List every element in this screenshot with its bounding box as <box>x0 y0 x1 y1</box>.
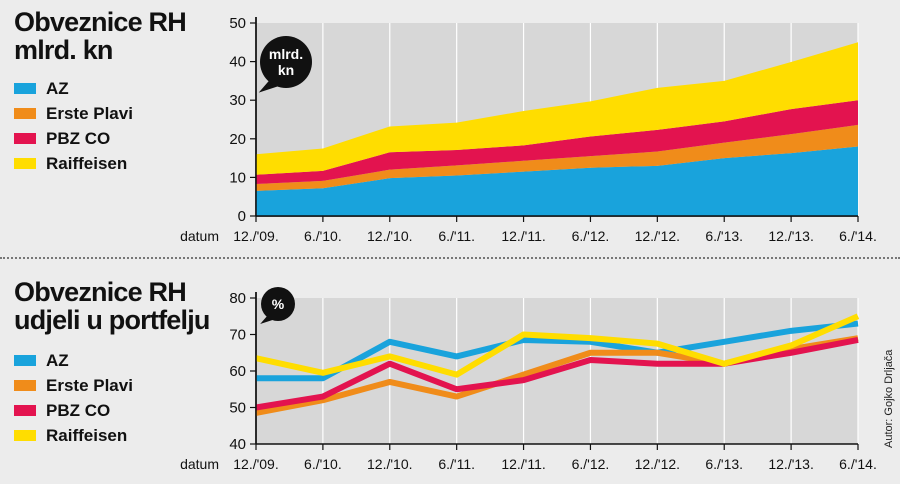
chart2-legend-swatch-az <box>14 355 36 366</box>
x-axis-title: datum <box>180 228 219 244</box>
x-tick-label-9: 6./'14. <box>839 228 877 244</box>
y-tick-label-10: 10 <box>229 169 246 186</box>
area-raiffeisen <box>256 42 858 175</box>
x-tick-label-8: 12./'13. <box>768 456 814 472</box>
line-pbz <box>255 337 859 411</box>
chart2-legend-swatch-erste <box>14 380 36 391</box>
x-tick-label-5: 6./'12. <box>572 456 610 472</box>
area-erste <box>256 124 858 191</box>
y-tick-label-20: 20 <box>229 131 246 148</box>
section-divider <box>0 257 900 259</box>
x-tick-label-4: 12./'11. <box>501 456 545 472</box>
stacked-area-chart: 0 10 20 30 40 50 12./'09. 6./'10. 12./'10. 6./'11… <box>180 15 877 244</box>
x-tick-label-7: 6./'13. <box>705 456 743 472</box>
unit-bubble-mlrd-kn: mlrd.kn <box>258 36 312 93</box>
unit-bubble-percent-label-0: % <box>272 296 285 312</box>
y-tick-label-60: 60 <box>229 363 246 380</box>
chart2-legend-item-pbz: PBZ CO <box>14 398 133 423</box>
y-tick-label-40: 40 <box>229 436 246 453</box>
chart2-legend: AZ Erste Plavi PBZ CO Raiffeisen <box>14 348 133 448</box>
chart1-legend-item-raiffeisen: Raiffeisen <box>14 151 133 176</box>
chart2-legend-label-az: AZ <box>46 350 69 370</box>
chart2-legend-label-pbz: PBZ CO <box>46 400 111 420</box>
x-tick-label-5: 6./'12. <box>572 228 610 244</box>
y-tick-label-70: 70 <box>229 327 246 344</box>
area-az <box>256 146 858 216</box>
x-axis-title: datum <box>180 456 219 472</box>
unit-bubble-mlrd-kn-label-0: mlrd. <box>269 46 303 62</box>
chart2-legend-swatch-raiffeisen <box>14 430 36 441</box>
x-tick-label-8: 12./'13. <box>768 228 814 244</box>
chart2-title-line1: Obveznice RH <box>14 277 187 307</box>
chart1-legend: AZ Erste Plavi PBZ CO Raiffeisen <box>14 76 133 176</box>
x-tick-label-6: 12./'12. <box>635 456 681 472</box>
unit-bubble-mlrd-kn-circle <box>260 36 312 88</box>
chart1-legend-swatch-az <box>14 83 36 94</box>
chart1-legend-item-az: AZ <box>14 76 133 101</box>
unit-bubble-percent: % <box>260 287 295 325</box>
x-tick-label-7: 6./'13. <box>705 228 743 244</box>
x-tick-label-2: 12./'10. <box>367 228 413 244</box>
y-tick-label-80: 80 <box>229 290 246 307</box>
chart2-legend-swatch-pbz <box>14 405 36 416</box>
chart2-title: Obveznice RH udjeli u portfelju <box>14 278 210 334</box>
chart1-legend-label-raiffeisen: Raiffeisen <box>46 153 128 173</box>
y-tick-label-0: 0 <box>238 208 246 225</box>
x-tick-label-6: 12./'12. <box>635 228 681 244</box>
line-raiffeisen <box>255 313 860 378</box>
chart1-legend-label-az: AZ <box>46 78 69 98</box>
y-tick-label-30: 30 <box>229 92 246 109</box>
x-tick-label-9: 6./'14. <box>839 456 877 472</box>
unit-bubble-mlrd-kn-label-1: kn <box>278 62 294 78</box>
line-az <box>256 320 859 382</box>
chart2-legend-label-erste: Erste Plavi <box>46 375 133 395</box>
x-tick-label-1: 6./'10. <box>304 228 342 244</box>
x-tick-label-4: 12./'11. <box>501 228 545 244</box>
line-chart: 40 50 60 70 80 12./'09. 6./'10. 12./'10. 6./'11.… <box>180 287 877 472</box>
chart1-title-line1: Obveznice RH <box>14 7 187 37</box>
x-tick-label-0: 12./'09. <box>233 228 279 244</box>
author-credit: Autor: Gojko Drljača <box>883 349 895 448</box>
area-pbz <box>256 100 858 184</box>
chart1-legend-label-erste: Erste Plavi <box>46 103 133 123</box>
unit-bubble-percent-circle <box>261 287 295 321</box>
chart1-legend-swatch-pbz <box>14 133 36 144</box>
chart1-title-line2: mlrd. kn <box>14 35 113 65</box>
x-tick-label-3: 6./'11. <box>438 456 475 472</box>
y-tick-label-50: 50 <box>229 15 246 32</box>
x-tick-label-3: 6./'11. <box>438 228 475 244</box>
chart2-legend-item-erste: Erste Plavi <box>14 373 133 398</box>
x-tick-label-1: 6./'10. <box>304 456 342 472</box>
chart1-legend-item-erste: Erste Plavi <box>14 101 133 126</box>
chart2-legend-label-raiffeisen: Raiffeisen <box>46 425 128 445</box>
chart2-legend-item-raiffeisen: Raiffeisen <box>14 423 133 448</box>
chart1-title: Obveznice RH mlrd. kn <box>14 7 187 65</box>
chart2-title-line2: udjeli u portfelju <box>14 305 210 335</box>
x-tick-label-2: 12./'10. <box>367 456 413 472</box>
chart1-legend-item-pbz: PBZ CO <box>14 126 133 151</box>
chart1-legend-swatch-raiffeisen <box>14 158 36 169</box>
y-tick-label-40: 40 <box>229 54 246 71</box>
chart2-legend-item-az: AZ <box>14 348 133 373</box>
chart1-legend-swatch-erste <box>14 108 36 119</box>
y-tick-label-50: 50 <box>229 400 246 417</box>
chart1-legend-label-pbz: PBZ CO <box>46 128 111 148</box>
x-tick-label-0: 12./'09. <box>233 456 279 472</box>
